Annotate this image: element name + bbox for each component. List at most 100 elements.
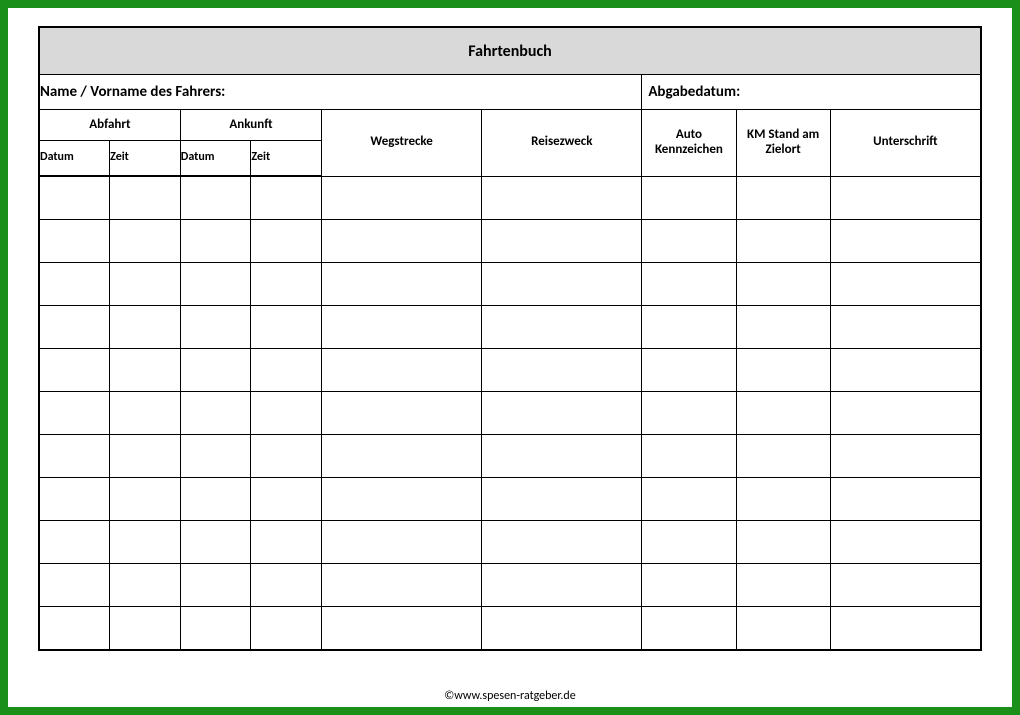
table-cell: [322, 176, 482, 220]
col-abfahrt-datum: Datum: [39, 141, 110, 177]
table-cell: [736, 521, 830, 564]
table-cell: [39, 176, 110, 220]
table-cell: [830, 564, 981, 607]
table-cell: [110, 564, 181, 607]
table-cell: [482, 306, 642, 349]
table-cell: [251, 263, 322, 306]
table-cell: [39, 607, 110, 651]
table-cell: [642, 220, 736, 263]
table-row: [39, 435, 981, 478]
table-cell: [180, 435, 251, 478]
table-cell: [322, 220, 482, 263]
table-cell: [482, 392, 642, 435]
table-cell: [322, 392, 482, 435]
col-group-ankunft: Ankunft: [180, 110, 321, 141]
table-cell: [110, 607, 181, 651]
table-cell: [110, 521, 181, 564]
table-cell: [251, 564, 322, 607]
table-cell: [642, 564, 736, 607]
table-cell: [251, 176, 322, 220]
table-cell: [736, 607, 830, 651]
table-cell: [642, 392, 736, 435]
table-cell: [642, 263, 736, 306]
table-cell: [110, 478, 181, 521]
table-cell: [251, 435, 322, 478]
table-cell: [642, 607, 736, 651]
table-cell: [322, 263, 482, 306]
table-row: [39, 478, 981, 521]
table-cell: [642, 306, 736, 349]
table-cell: [830, 263, 981, 306]
table-cell: [251, 607, 322, 651]
table-cell: [251, 478, 322, 521]
table-cell: [830, 392, 981, 435]
logbook-table: Fahrtenbuch Name / Vorname des Fahrers: …: [38, 26, 982, 651]
table-cell: [110, 349, 181, 392]
table-cell: [482, 176, 642, 220]
table-cell: [830, 220, 981, 263]
table-cell: [482, 220, 642, 263]
table-cell: [180, 220, 251, 263]
table-cell: [180, 521, 251, 564]
table-cell: [180, 306, 251, 349]
table-cell: [830, 306, 981, 349]
table-cell: [482, 263, 642, 306]
table-cell: [830, 521, 981, 564]
table-cell: [322, 478, 482, 521]
table-cell: [482, 564, 642, 607]
table-cell: [322, 607, 482, 651]
table-cell: [736, 176, 830, 220]
table-cell: [642, 349, 736, 392]
table-cell: [39, 564, 110, 607]
table-row: [39, 263, 981, 306]
table-cell: [642, 478, 736, 521]
col-abfahrt-zeit: Zeit: [110, 141, 181, 177]
table-cell: [322, 349, 482, 392]
col-group-abfahrt: Abfahrt: [39, 110, 180, 141]
table-cell: [39, 220, 110, 263]
table-cell: [736, 349, 830, 392]
table-cell: [322, 435, 482, 478]
table-cell: [482, 435, 642, 478]
table-row: [39, 607, 981, 651]
table-cell: [642, 435, 736, 478]
table-cell: [110, 263, 181, 306]
table-row: [39, 176, 981, 220]
table-cell: [736, 478, 830, 521]
col-kmstand: KM Stand am Zielort: [736, 110, 830, 177]
table-cell: [736, 435, 830, 478]
table-cell: [482, 521, 642, 564]
table-cell: [830, 435, 981, 478]
table-row: [39, 521, 981, 564]
table-cell: [322, 306, 482, 349]
col-kennzeichen: Auto Kennzeichen: [642, 110, 736, 177]
table-row: [39, 564, 981, 607]
table-cell: [736, 220, 830, 263]
table-cell: [736, 263, 830, 306]
table-cell: [180, 263, 251, 306]
table-cell: [180, 607, 251, 651]
table-title: Fahrtenbuch: [39, 27, 981, 75]
table-cell: [39, 521, 110, 564]
table-row: [39, 306, 981, 349]
table-cell: [39, 478, 110, 521]
table-cell: [642, 176, 736, 220]
table-cell: [110, 176, 181, 220]
table-cell: [180, 176, 251, 220]
table-row: [39, 220, 981, 263]
table-cell: [322, 521, 482, 564]
table-cell: [482, 349, 642, 392]
table-cell: [251, 306, 322, 349]
driver-name-label: Name / Vorname des Fahrers:: [39, 75, 642, 110]
table-cell: [39, 435, 110, 478]
table-cell: [251, 349, 322, 392]
col-ankunft-zeit: Zeit: [251, 141, 322, 177]
table-cell: [830, 176, 981, 220]
table-cell: [251, 392, 322, 435]
table-cell: [830, 349, 981, 392]
table-cell: [830, 607, 981, 651]
col-ankunft-datum: Datum: [180, 141, 251, 177]
table-row: [39, 392, 981, 435]
table-cell: [482, 478, 642, 521]
table-cell: [251, 521, 322, 564]
